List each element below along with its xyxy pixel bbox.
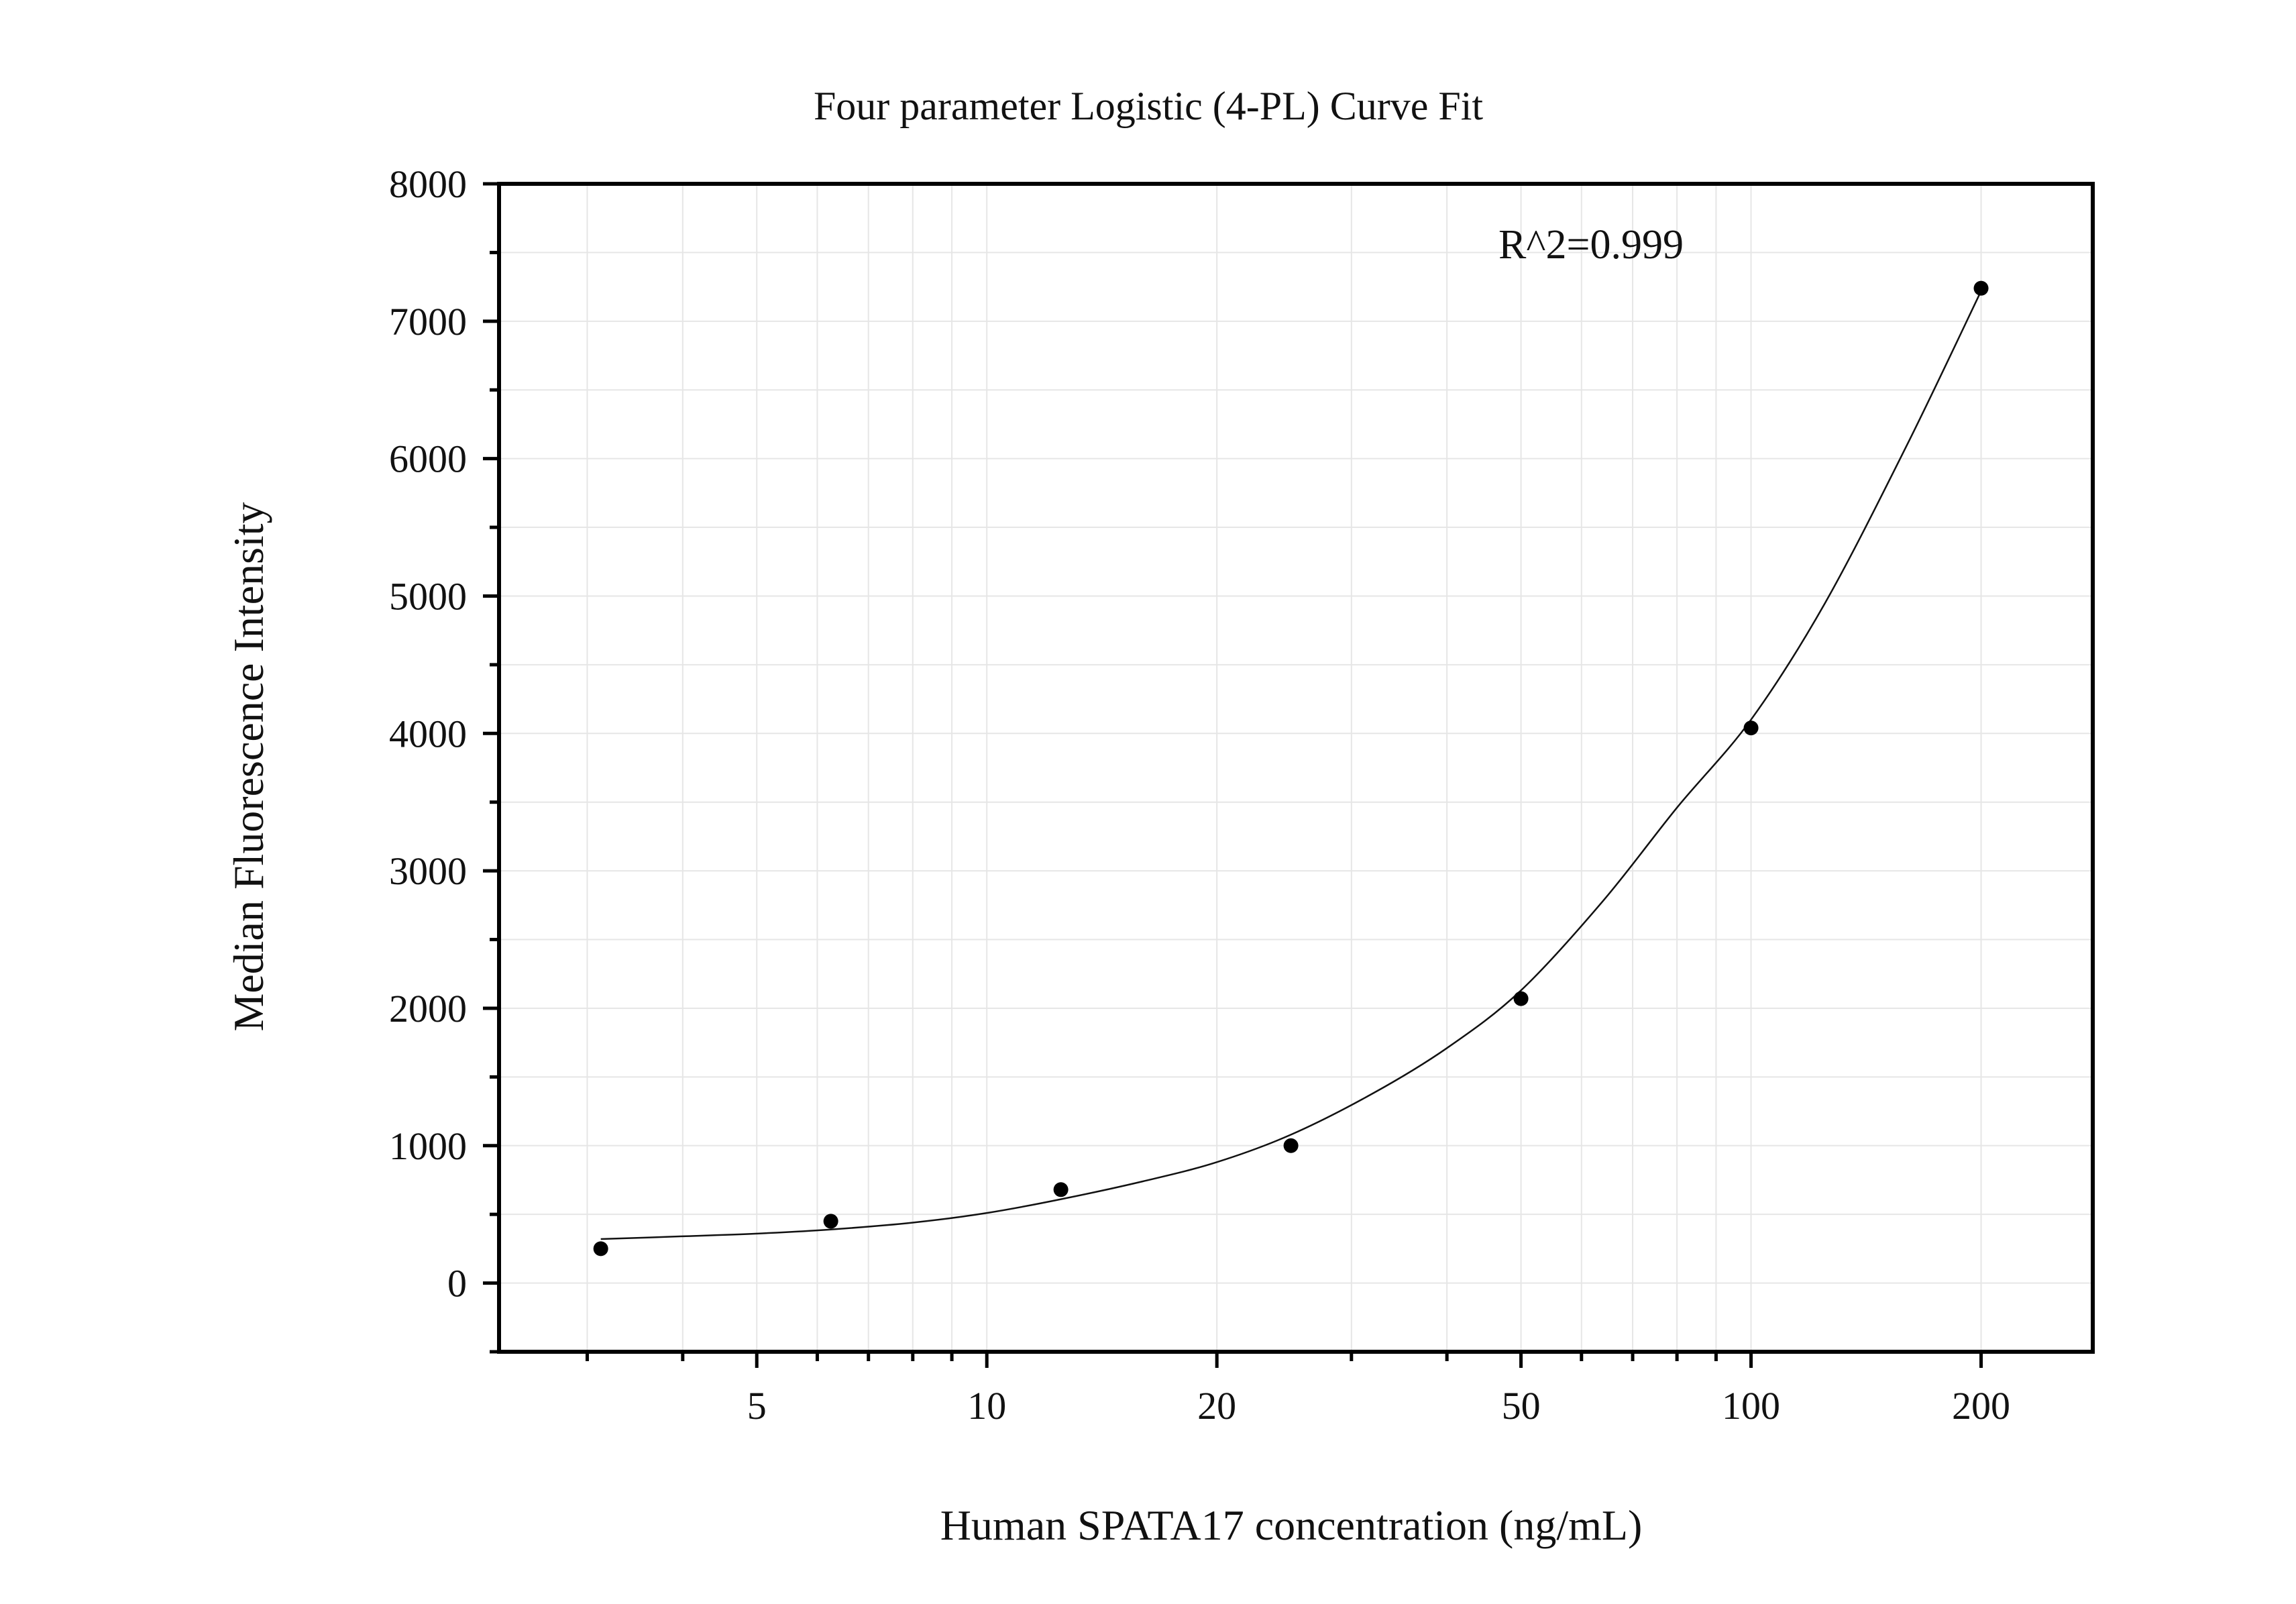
x-tick-label: 100 bbox=[1722, 1384, 1780, 1428]
x-tick-label: 5 bbox=[747, 1384, 767, 1428]
x-tick-label: 10 bbox=[967, 1384, 1006, 1428]
x-tick-label: 200 bbox=[1952, 1384, 2010, 1428]
chart-title: Four parameter Logistic (4-PL) Curve Fit bbox=[814, 84, 1483, 128]
y-tick-label: 2000 bbox=[389, 987, 467, 1030]
data-points bbox=[593, 280, 1989, 1257]
data-point bbox=[1973, 280, 1989, 296]
y-tick-label: 4000 bbox=[389, 712, 467, 755]
y-tick-label: 0 bbox=[447, 1262, 467, 1305]
data-point bbox=[1743, 720, 1759, 736]
plot-frame bbox=[497, 182, 2095, 1354]
y-tick-label: 7000 bbox=[389, 300, 467, 343]
data-point bbox=[1513, 991, 1529, 1006]
data-point bbox=[823, 1214, 838, 1229]
x-axis-label: Human SPATA17 concentration (ng/mL) bbox=[940, 1501, 1643, 1549]
data-point bbox=[1053, 1182, 1069, 1197]
axis-ticks bbox=[483, 182, 1983, 1368]
y-tick-label: 3000 bbox=[389, 849, 467, 893]
x-tick-label: 50 bbox=[1502, 1384, 1541, 1428]
y-tick-label: 1000 bbox=[389, 1124, 467, 1168]
y-tick-label: 5000 bbox=[389, 574, 467, 618]
y-axis-label: Median Fluorescence Intensity bbox=[225, 502, 272, 1031]
r-squared-annotation: R^2=0.999 bbox=[1498, 222, 1684, 268]
x-tick-label: 20 bbox=[1197, 1384, 1236, 1428]
fit-curve-line bbox=[600, 290, 1982, 1240]
data-point bbox=[1283, 1138, 1299, 1153]
grid bbox=[499, 184, 2093, 1352]
y-tick-label: 6000 bbox=[389, 437, 467, 481]
data-point bbox=[593, 1241, 608, 1257]
y-tick-label: 8000 bbox=[389, 162, 467, 206]
tick-labels: 5 10 20 50 100 200010002000300040005000600070… bbox=[389, 162, 2010, 1428]
